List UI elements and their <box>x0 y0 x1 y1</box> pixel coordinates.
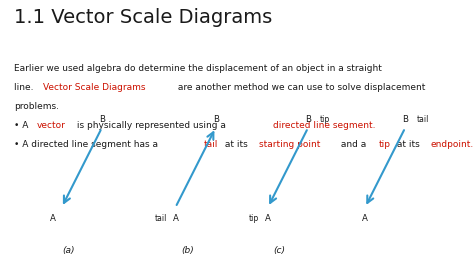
Text: • A: • A <box>14 121 31 130</box>
Text: tail: tail <box>155 214 167 223</box>
Text: tip: tip <box>320 115 330 124</box>
Text: endpoint.: endpoint. <box>431 140 474 149</box>
Text: (c): (c) <box>273 246 286 255</box>
Text: at its: at its <box>394 140 423 149</box>
Text: problems.: problems. <box>14 102 59 111</box>
Text: vector: vector <box>36 121 65 130</box>
Text: (a): (a) <box>63 246 75 255</box>
Text: line.: line. <box>14 83 36 92</box>
Text: A: A <box>265 214 271 223</box>
Text: B: B <box>99 115 105 124</box>
Text: (b): (b) <box>181 246 193 255</box>
Text: • A directed line segment has a: • A directed line segment has a <box>14 140 161 149</box>
Text: tip: tip <box>379 140 391 149</box>
Text: at its: at its <box>222 140 251 149</box>
Text: B: B <box>213 115 219 124</box>
Text: A: A <box>173 214 178 223</box>
Text: B: B <box>402 115 408 124</box>
Text: 1.1 Vector Scale Diagrams: 1.1 Vector Scale Diagrams <box>14 8 273 27</box>
Text: A: A <box>362 214 368 223</box>
Text: tail: tail <box>417 115 429 124</box>
Text: directed line segment.: directed line segment. <box>273 121 376 130</box>
Text: are another method we can use to solve displacement: are another method we can use to solve d… <box>175 83 426 92</box>
Text: starting point: starting point <box>259 140 320 149</box>
Text: and a: and a <box>338 140 370 149</box>
Text: tail: tail <box>204 140 218 149</box>
Text: tip: tip <box>248 214 259 223</box>
Text: Earlier we used algebra do determine the displacement of an object in a straight: Earlier we used algebra do determine the… <box>14 64 382 73</box>
Text: A: A <box>50 214 56 223</box>
Text: B: B <box>305 115 311 124</box>
Text: Vector Scale Diagrams: Vector Scale Diagrams <box>43 83 146 92</box>
Text: is physically represented using a: is physically represented using a <box>74 121 228 130</box>
